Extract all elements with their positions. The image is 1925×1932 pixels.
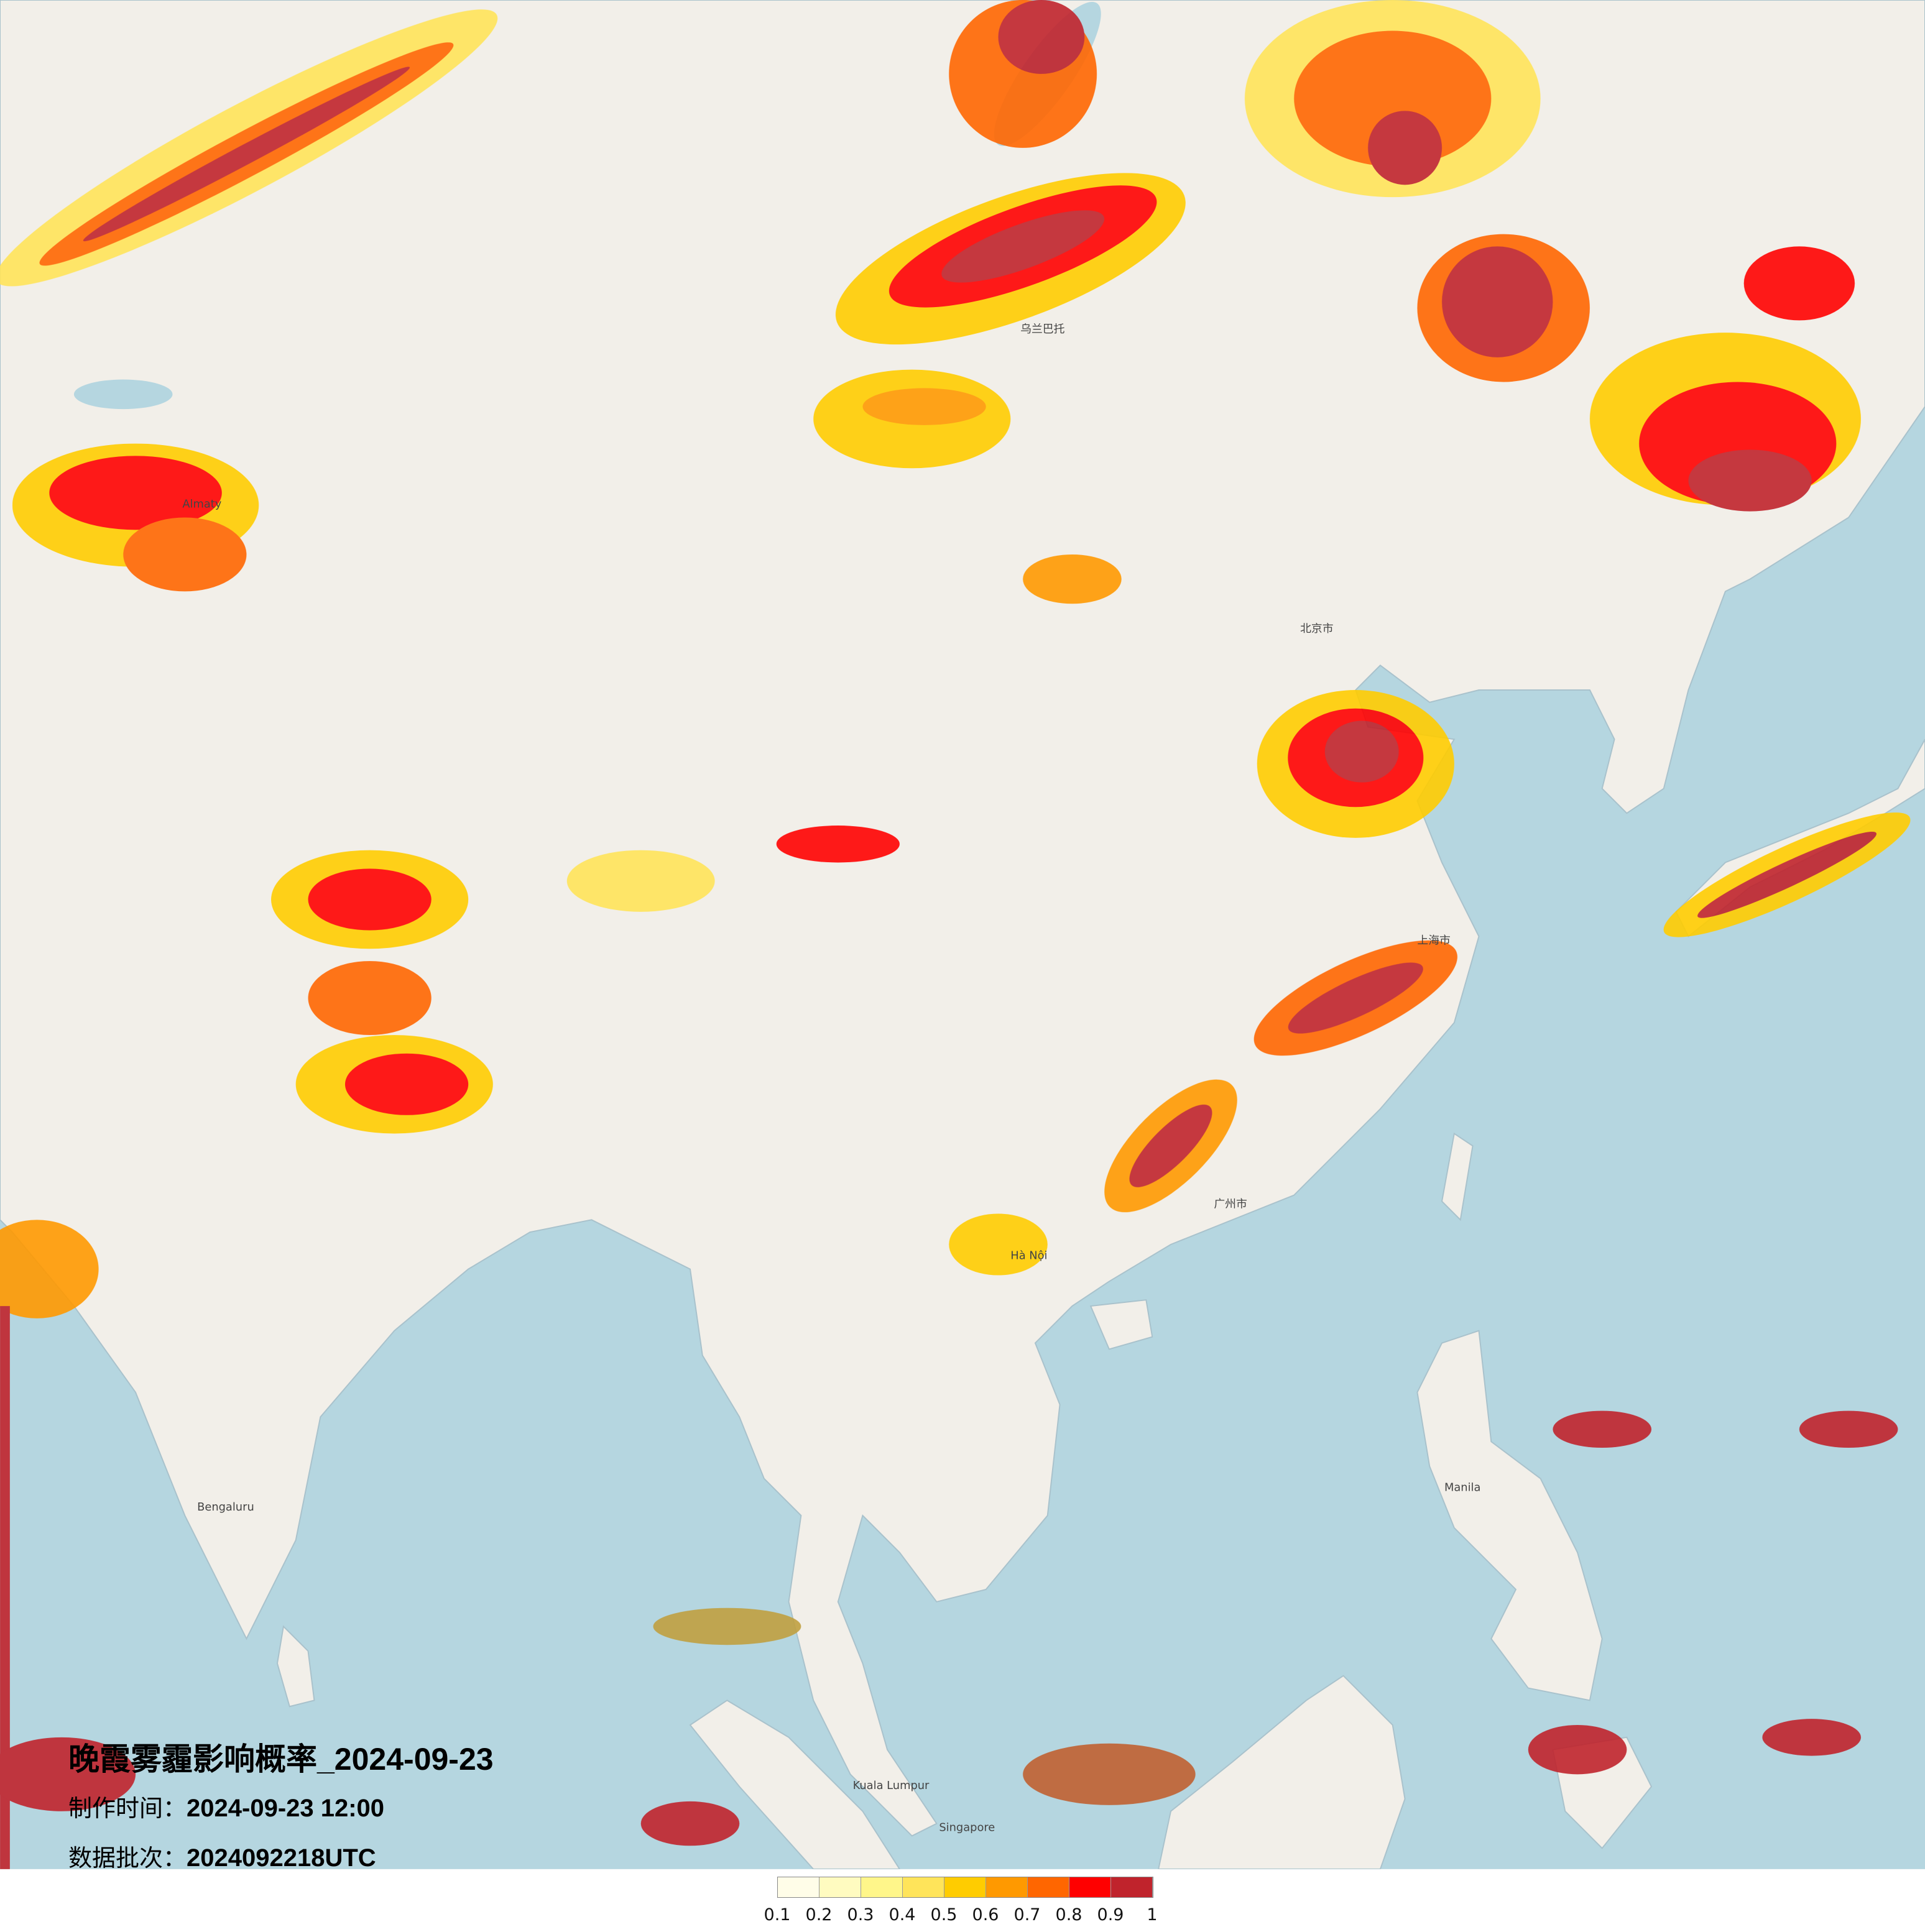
legend-label: 0.8 <box>1055 1905 1083 1925</box>
city-label: 北京市 <box>1300 622 1333 635</box>
land-mainland <box>0 0 1925 1837</box>
legend-label: 0.2 <box>805 1905 833 1925</box>
probability-overlay <box>0 0 1911 1869</box>
city-label: Singapore <box>939 1821 995 1834</box>
legend-swatch <box>1111 1877 1153 1897</box>
city-label: 乌兰巴托 <box>1020 323 1064 336</box>
city-labels: 乌兰巴托 北京市 上海市 广州市 Hà Nội Bengaluru Manila… <box>182 323 1480 1834</box>
legend-swatch <box>944 1877 986 1897</box>
city-label: 上海市 <box>1417 934 1450 947</box>
legend-label: 0.1 <box>764 1905 791 1925</box>
legend-label: 0.7 <box>1013 1905 1041 1925</box>
city-label: Manila <box>1444 1481 1480 1494</box>
lake-balkhash <box>73 379 173 410</box>
production-time-value: 2024-09-23 12:00 <box>187 1795 385 1822</box>
map-title: 晚霞雾霾影响概率_2024-09-23 <box>68 1742 494 1777</box>
city-label: 广州市 <box>1214 1197 1247 1210</box>
city-label: Hà Nội <box>1010 1249 1047 1263</box>
legend-label: 0.6 <box>972 1905 999 1925</box>
legend-swatch <box>986 1877 1028 1897</box>
legend-label: 0.5 <box>930 1905 958 1925</box>
data-batch-value: 2024092218UTC <box>187 1844 376 1872</box>
data-batch: 数据批次：2024092218UTC <box>68 1839 376 1873</box>
legend-swatch <box>1069 1877 1111 1897</box>
city-label: Bengaluru <box>197 1501 254 1514</box>
city-label: Kuala Lumpur <box>853 1779 930 1792</box>
legend-swatch <box>778 1877 819 1897</box>
legend-label: 0.9 <box>1097 1905 1124 1925</box>
city-label: Almaty <box>182 498 221 511</box>
land-srilanka <box>276 1625 315 1708</box>
color-legend <box>777 1877 1153 1898</box>
legend-swatch <box>1028 1877 1069 1897</box>
legend-swatch <box>903 1877 944 1897</box>
legend-labels: 0.1 0.2 0.3 0.4 0.5 0.6 0.7 0.8 0.9 1 <box>764 1905 1166 1930</box>
land-hainan <box>1089 1299 1153 1350</box>
legend-label: 0.3 <box>847 1905 874 1925</box>
land-philippines <box>1416 1330 1603 1701</box>
legend-swatch <box>861 1877 903 1897</box>
data-batch-label: 数据批次： <box>68 1844 187 1872</box>
production-time-label: 制作时间： <box>68 1795 187 1822</box>
legend-swatch <box>819 1877 861 1897</box>
production-time: 制作时间：2024-09-23 12:00 <box>68 1789 384 1823</box>
legend-label: 0.4 <box>889 1905 916 1925</box>
land-taiwan <box>1441 1132 1474 1221</box>
legend-label: 1 <box>1147 1905 1158 1925</box>
